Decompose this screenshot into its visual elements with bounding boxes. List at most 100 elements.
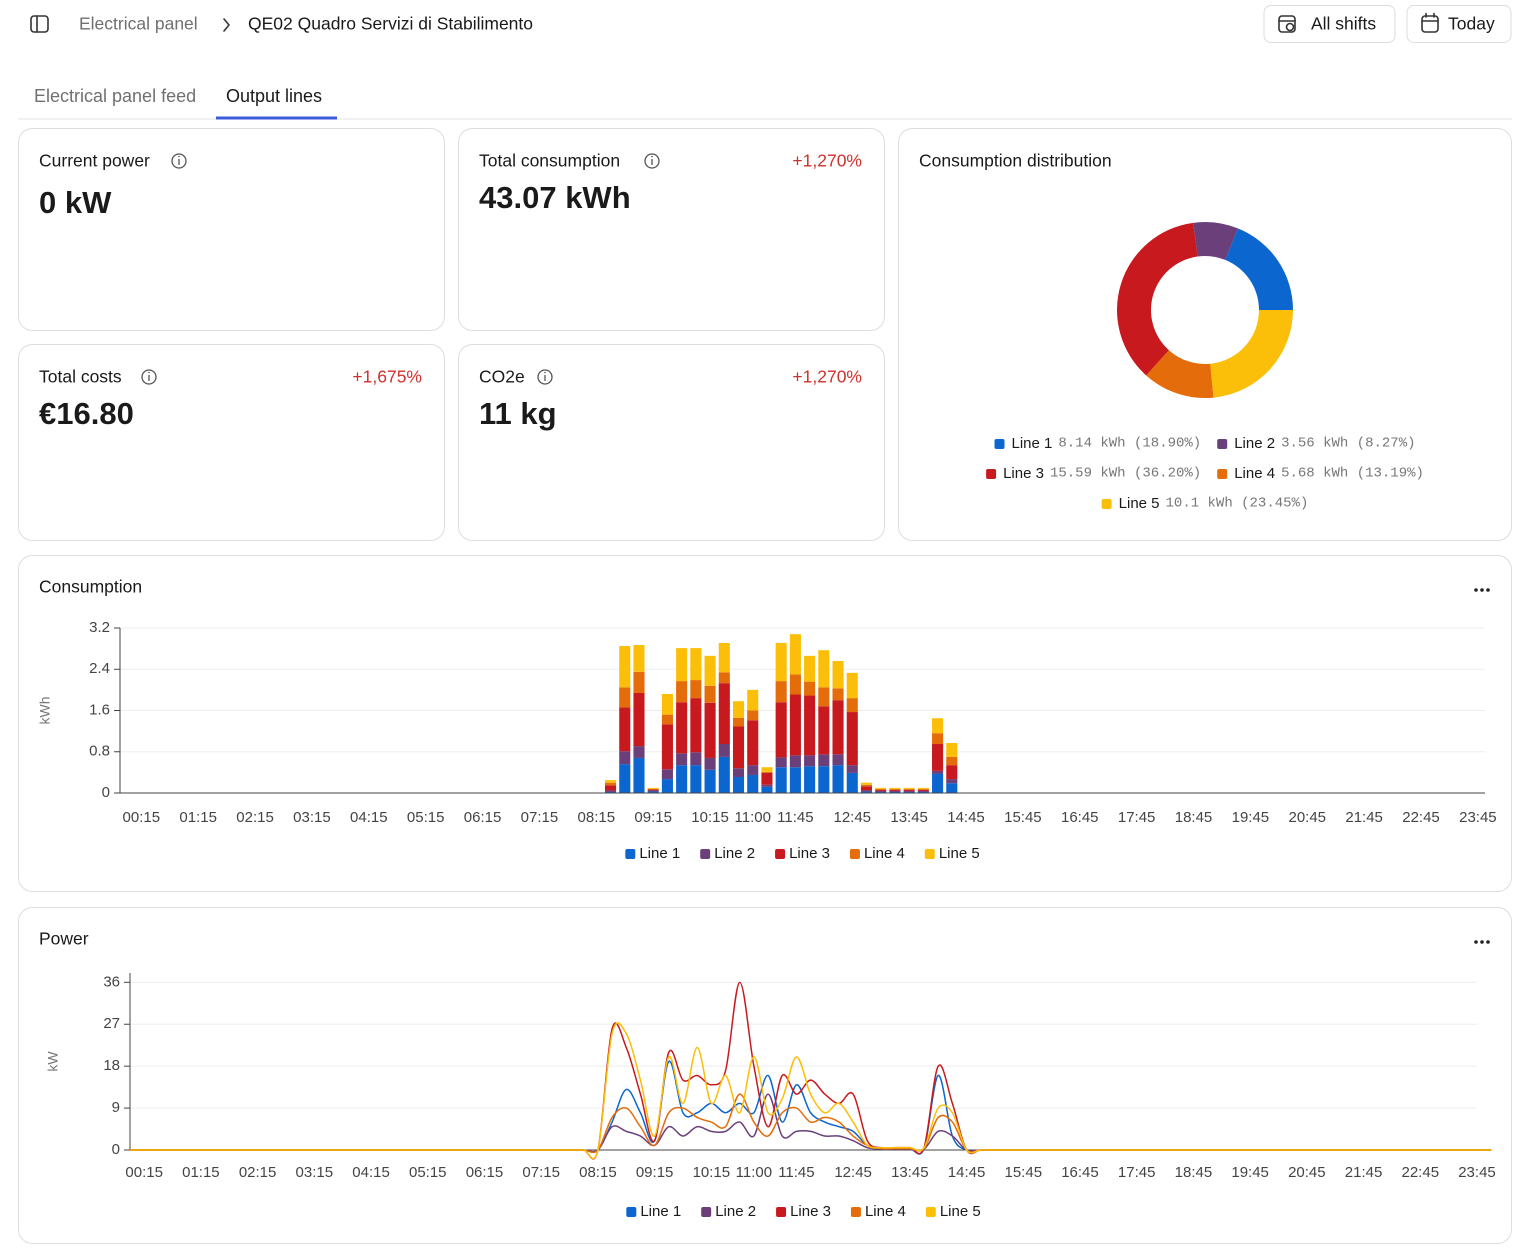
card xyxy=(18,555,1512,892)
menu-button[interactable] xyxy=(1474,940,1490,944)
tab-indicator xyxy=(216,116,337,120)
x-tick-label: 03:15 xyxy=(293,809,331,826)
breadcrumb-chevron xyxy=(223,18,230,32)
bar-segment xyxy=(804,681,816,696)
x-tick-label: 15:45 xyxy=(1004,809,1042,826)
bar-segment xyxy=(832,700,844,755)
bar-segment xyxy=(761,771,773,773)
bar-segment xyxy=(605,790,617,792)
sidebar-toggle[interactable] xyxy=(30,15,49,33)
legend-swatch xyxy=(1217,439,1228,449)
bar-segment xyxy=(946,765,958,780)
bar-segment xyxy=(761,772,773,785)
breadcrumb-link[interactable]: Electrical panel xyxy=(79,14,198,34)
info-icon[interactable] xyxy=(171,153,187,169)
bar-segment xyxy=(875,789,887,791)
x-tick-label: 17:45 xyxy=(1118,809,1156,826)
bar-segment xyxy=(818,766,830,793)
legend-swatch xyxy=(700,849,711,859)
bar-segment xyxy=(804,695,816,756)
bar-segment xyxy=(775,702,787,758)
bar-segment xyxy=(718,683,730,745)
bar-segment xyxy=(818,650,830,688)
bar-segment xyxy=(619,687,631,708)
card-value: 11 kg xyxy=(479,396,557,431)
bar-segment xyxy=(605,782,617,786)
info-icon[interactable] xyxy=(644,153,660,169)
bar-segment xyxy=(775,767,787,793)
info-icon[interactable] xyxy=(141,369,157,385)
date-button[interactable]: Today xyxy=(1406,5,1512,43)
bar-segment xyxy=(619,764,631,793)
legend-swatch xyxy=(1101,499,1112,509)
y-tick-label: 0 xyxy=(102,784,110,801)
tab[interactable]: Electrical panel feed xyxy=(34,86,196,106)
legend-label: Line 4 xyxy=(1234,465,1275,482)
bar-segment xyxy=(832,765,844,793)
menu-button[interactable] xyxy=(1474,588,1490,592)
bar-segment xyxy=(761,784,773,787)
card xyxy=(458,128,885,331)
x-tick-label: 07:15 xyxy=(521,809,559,826)
shift-button[interactable]: All shifts xyxy=(1263,5,1396,43)
tab-active[interactable]: Output lines xyxy=(226,86,322,106)
chart-title: Power xyxy=(39,929,89,949)
bar-segment xyxy=(605,791,617,793)
x-tick-label: 16:45 xyxy=(1061,809,1099,826)
card xyxy=(18,907,1512,1244)
x-tick-label: 18:45 xyxy=(1175,1164,1213,1181)
bar-segment xyxy=(690,648,702,681)
bar-segment xyxy=(775,757,787,768)
bar-segment xyxy=(619,707,631,752)
legend-label: Line 1 xyxy=(1012,435,1053,452)
bar-segment xyxy=(860,784,873,787)
bar-segment xyxy=(932,744,944,771)
bar-segment xyxy=(889,791,901,793)
bar-segment xyxy=(946,742,958,757)
legend-label: Line 1 xyxy=(640,1203,681,1220)
bar-segment xyxy=(718,642,730,673)
bar-segment xyxy=(704,702,716,758)
x-tick-label: 02:15 xyxy=(236,809,274,826)
bar-segment xyxy=(832,754,844,766)
bar-segment xyxy=(903,791,915,793)
x-tick-label: 15:45 xyxy=(1005,1164,1043,1181)
bar-segment xyxy=(647,790,659,792)
bar-segment xyxy=(875,791,887,793)
legend-label: Line 1 xyxy=(639,845,680,862)
bar-segment xyxy=(818,687,830,707)
x-tick-label: 06:15 xyxy=(466,1164,504,1181)
x-tick-label: 05:15 xyxy=(409,1164,447,1181)
bar-segment xyxy=(775,681,787,703)
bar-segment xyxy=(661,724,673,770)
x-tick-label: 01:15 xyxy=(179,809,217,826)
bar-segment xyxy=(889,788,901,790)
y-tick-label: 9 xyxy=(112,1099,120,1116)
bar-segment xyxy=(932,770,944,774)
bar-segment xyxy=(647,789,659,791)
bar-segment xyxy=(946,779,958,784)
bar-segment xyxy=(633,757,645,793)
bar-segment xyxy=(747,774,759,793)
legend-label: Line 2 xyxy=(715,1203,756,1220)
bar-segment xyxy=(690,752,702,766)
bar-segment xyxy=(704,757,716,770)
legend-label: Line 3 xyxy=(790,1203,831,1220)
info-icon[interactable] xyxy=(537,369,553,385)
legend-value: 3.56 kWh (8.27%) xyxy=(1281,436,1415,452)
bar-segment xyxy=(647,791,659,793)
y-tick-label: 1.6 xyxy=(89,701,110,718)
bar-segment xyxy=(747,689,759,711)
bar-segment xyxy=(917,790,929,792)
breadcrumb-current: QE02 Quadro Servizi di Stabilimento xyxy=(248,14,533,34)
x-tick-label: 11:00 xyxy=(735,809,771,826)
legend-swatch xyxy=(626,1207,637,1217)
legend-swatch xyxy=(625,849,636,859)
bar-segment xyxy=(647,787,659,789)
legend-value: 5.68 kWh (13.19%) xyxy=(1281,466,1424,482)
x-tick-label: 04:15 xyxy=(350,809,388,826)
bar-segment xyxy=(818,754,830,767)
bar-segment xyxy=(676,681,688,703)
bar-segment xyxy=(818,706,830,755)
